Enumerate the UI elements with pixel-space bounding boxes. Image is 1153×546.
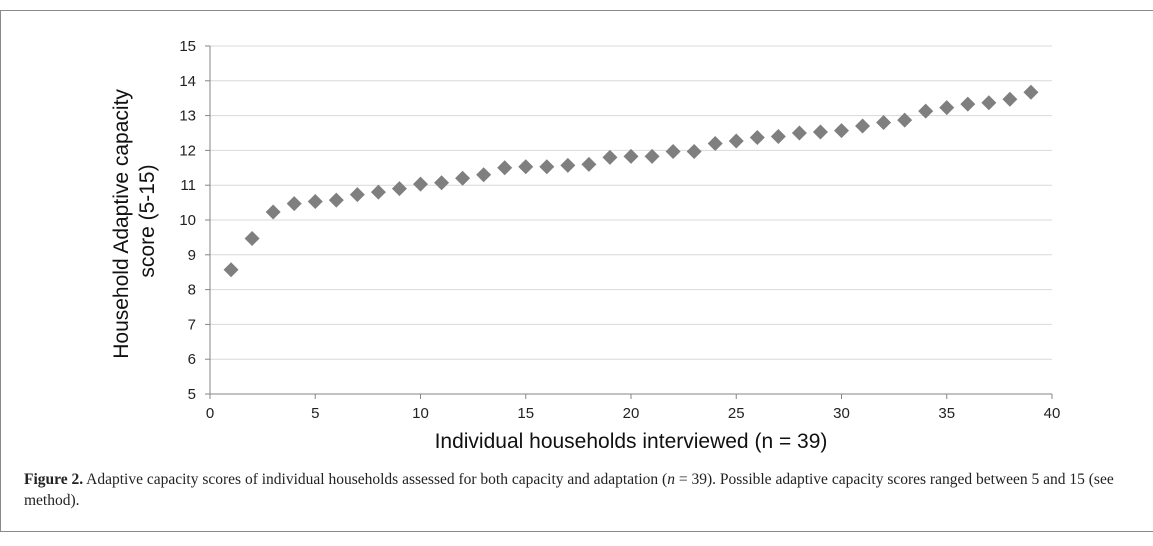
data-point — [897, 112, 913, 128]
data-point — [686, 143, 702, 159]
data-point — [981, 95, 997, 111]
data-point — [728, 133, 744, 149]
y-axis-title: Household Adaptive capacity score (5-15) — [110, 83, 159, 359]
data-point — [812, 124, 828, 140]
y-tick-labels: 5 6 7 8 9 10 11 12 13 14 15 — [179, 38, 196, 403]
data-point — [770, 128, 786, 144]
data-point — [244, 230, 260, 246]
data-point — [918, 103, 934, 119]
data-point — [307, 194, 323, 210]
data-point — [791, 125, 807, 141]
data-point — [665, 143, 681, 159]
data-point — [560, 157, 576, 173]
axes — [205, 45, 1053, 399]
x-tick-label: 20 — [623, 405, 640, 422]
y-tick-label: 5 — [188, 386, 196, 403]
data-point — [476, 167, 492, 183]
y-tick-label: 9 — [188, 247, 196, 264]
x-tick-label: 15 — [517, 405, 534, 422]
caption-text-1: Adaptive capacity scores of individual h… — [83, 471, 668, 488]
figure-frame-top — [0, 10, 1153, 11]
x-axis-title: Individual households interviewed (n = 3… — [435, 430, 828, 453]
data-point — [349, 187, 365, 203]
y-tick-label: 11 — [180, 177, 196, 194]
data-point — [370, 184, 386, 200]
data-point — [286, 196, 302, 212]
data-point — [497, 160, 513, 176]
y-tick-label: 15 — [179, 38, 196, 55]
y-tick-label: 7 — [188, 316, 196, 333]
x-tick-label: 5 — [311, 405, 319, 422]
data-point — [413, 176, 428, 192]
figure-frame-left — [0, 10, 1, 532]
data-point — [623, 148, 639, 164]
x-tick-label: 40 — [1044, 405, 1061, 422]
caption-text-2: = 39). Possible adaptive capacity scores… — [24, 471, 1114, 509]
data-point — [749, 130, 765, 146]
caption-n-symbol: n — [667, 471, 675, 488]
figure-caption: Figure 2. Adaptive capacity scores of in… — [24, 469, 1134, 511]
data-point — [328, 192, 344, 208]
y-axis-title-line-2: score (5-15) — [136, 164, 159, 277]
y-axis-title-line-1: Household Adaptive capacity — [110, 89, 133, 359]
data-point — [455, 170, 471, 186]
data-point — [223, 262, 239, 278]
data-point — [539, 159, 555, 175]
gridlines — [210, 45, 1052, 360]
data-point — [855, 118, 871, 134]
data-point — [960, 96, 976, 112]
figure-frame-bottom — [0, 531, 1153, 532]
data-point — [518, 159, 534, 175]
data-point — [581, 156, 597, 172]
data-point — [1023, 84, 1039, 100]
y-tick-label: 12 — [179, 142, 196, 159]
y-tick-label: 6 — [188, 351, 196, 368]
y-tick-label: 8 — [188, 282, 196, 299]
data-point — [939, 100, 955, 116]
data-point — [434, 175, 450, 191]
x-tick-label: 30 — [833, 405, 850, 422]
data-point — [834, 123, 849, 139]
data-point — [876, 115, 892, 131]
data-point — [707, 135, 723, 151]
x-tick-label: 25 — [728, 405, 745, 422]
y-tick-label: 13 — [179, 108, 196, 125]
data-point — [391, 181, 407, 197]
caption-label: Figure 2. — [24, 471, 84, 488]
x-tick-labels: 0 5 10 15 20 25 30 35 40 — [206, 405, 1061, 422]
data-point — [1002, 91, 1018, 107]
data-point — [265, 204, 281, 220]
x-tick-label: 35 — [938, 405, 955, 422]
x-tick-label: 10 — [412, 405, 429, 422]
data-point — [602, 149, 618, 165]
data-point — [644, 148, 660, 164]
y-tick-label: 14 — [179, 73, 196, 90]
data-points — [223, 84, 1039, 278]
x-tick-label: 0 — [206, 405, 214, 422]
y-tick-label: 10 — [179, 212, 196, 229]
